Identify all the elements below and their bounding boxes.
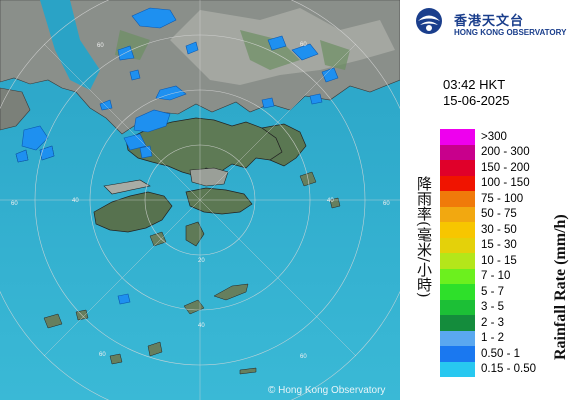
- legend-swatch: [440, 129, 475, 145]
- rain-echo: [15, 7, 339, 305]
- legend-swatch: [440, 284, 475, 300]
- observation-time: 03:42 HKT: [443, 77, 506, 92]
- observation-date: 15-06-2025: [443, 93, 510, 108]
- coast-west: [0, 87, 31, 131]
- legend-label: 2 - 3: [481, 316, 505, 329]
- radar-map-graphic: 60 60 60 60 60 60 40 40 40 20: [0, 0, 400, 400]
- legend-swatch: [440, 160, 475, 176]
- legend-label: 50 - 75: [481, 208, 517, 221]
- legend-label: 10 - 15: [481, 254, 517, 267]
- logo-chinese-name: 香港天文台: [454, 14, 525, 29]
- outlying-island: [299, 171, 341, 209]
- legend-row: 200 - 300: [440, 144, 564, 160]
- legend-swatch: [440, 191, 475, 207]
- hko-logo[interactable]: 香港天文台 HONG KONG OBSERVATORY: [414, 6, 574, 38]
- legend-label: 150 - 200: [481, 161, 530, 174]
- legend-swatch: [440, 253, 475, 269]
- outlying-island: [239, 367, 257, 375]
- range-label: 60: [99, 352, 106, 358]
- range-label: 60: [300, 42, 307, 48]
- legend-row: 0.15 - 0.50: [440, 361, 564, 377]
- legend-row: 15 - 30: [440, 237, 564, 253]
- legend-label: 200 - 300: [481, 146, 530, 159]
- legend-label: 0.50 - 1: [481, 347, 520, 360]
- legend-label: 75 - 100: [481, 192, 524, 205]
- logo-english-name: HONG KONG OBSERVATORY: [454, 28, 567, 37]
- legend-swatch: [440, 315, 475, 331]
- range-label: 20: [198, 258, 205, 264]
- legend-row: >300: [440, 129, 564, 145]
- lantau-island: [93, 191, 173, 233]
- legend-label: >300: [481, 130, 507, 143]
- kowloon: [189, 167, 229, 187]
- legend-swatch: [440, 222, 475, 238]
- new-territories: [125, 117, 283, 177]
- legend-label: 100 - 150: [481, 177, 530, 190]
- legend-title-chinese: 降雨率(毫米/小時): [415, 176, 433, 298]
- range-label: 60: [11, 201, 18, 207]
- radar-map[interactable]: 60 60 60 60 60 60 40 40 40 20 © Hong Kon…: [0, 0, 400, 400]
- outlying-island: [213, 283, 249, 301]
- copyright-text: © Hong Kong Observatory: [268, 385, 386, 396]
- legend-label: 5 - 7: [481, 285, 505, 298]
- legend-label: 1 - 2: [481, 332, 505, 345]
- range-label: 60: [300, 354, 307, 360]
- legend-swatch: [440, 346, 475, 362]
- outlying-island: [183, 299, 205, 315]
- radial-lines: [0, 0, 400, 400]
- range-labels: 60 60 60 60 60 60 40 40 40 20: [11, 42, 390, 360]
- outlying-island: [43, 309, 89, 329]
- legend-swatch: [440, 361, 475, 377]
- legend-row: 7 - 10: [440, 268, 564, 284]
- legend-row: 150 - 200: [440, 160, 564, 176]
- legend-label: 3 - 5: [481, 301, 505, 314]
- range-label: 60: [97, 43, 104, 49]
- info-panel: 香港天文台 HONG KONG OBSERVATORY 03:42 HKT 15…: [400, 0, 577, 400]
- legend-label: 15 - 30: [481, 239, 517, 252]
- legend-label: 7 - 10: [481, 270, 511, 283]
- legend-swatch: [440, 206, 475, 222]
- legend-row: 2 - 3: [440, 315, 564, 331]
- legend-row: 3 - 5: [440, 299, 564, 315]
- hong-kong-island: [185, 187, 253, 215]
- hko-emblem-icon: [416, 8, 442, 34]
- mainland-texture: [115, 30, 350, 70]
- legend-row: 50 - 75: [440, 206, 564, 222]
- legend-row: 10 - 15: [440, 253, 564, 269]
- rainfall-legend: >300 200 - 300 150 - 200 100 - 150 75 - 100 5…: [440, 129, 564, 377]
- legend-title-english: Rainfall Rate (mm/h): [552, 214, 569, 360]
- legend-row: 0.50 - 1: [440, 346, 564, 362]
- legend-swatch: [440, 237, 475, 253]
- legend-row: 1 - 2: [440, 330, 564, 346]
- range-label: 40: [198, 323, 205, 329]
- legend-swatch: [440, 144, 475, 160]
- legend-row: 100 - 150: [440, 175, 564, 191]
- legend-label: 0.15 - 0.50: [481, 363, 536, 376]
- range-label: 40: [72, 198, 79, 204]
- range-label: 40: [327, 198, 334, 204]
- legend-row: 5 - 7: [440, 284, 564, 300]
- legend-label: 30 - 50: [481, 223, 517, 236]
- airport-island: [103, 179, 151, 195]
- outlying-island: [109, 341, 163, 365]
- legend-row: 75 - 100: [440, 191, 564, 207]
- range-label: 60: [383, 201, 390, 207]
- legend-swatch: [440, 299, 475, 315]
- legend-swatch: [440, 175, 475, 191]
- sai-kung: [261, 123, 307, 167]
- legend-row: 30 - 50: [440, 222, 564, 238]
- pearl-river-estuary: [40, 0, 100, 90]
- legend-swatch: [440, 330, 475, 346]
- legend-swatch: [440, 268, 475, 284]
- outlying-island: [149, 231, 167, 247]
